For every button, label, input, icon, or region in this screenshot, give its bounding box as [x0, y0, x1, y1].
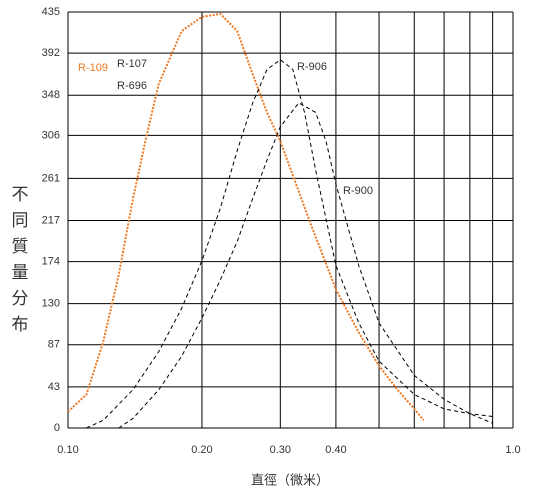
- y-tick-label: 348: [42, 89, 60, 101]
- y-tick-label: 306: [42, 129, 60, 141]
- line: [118, 102, 493, 429]
- series-label: R-906: [297, 61, 327, 73]
- x-tick-label: 0.10: [57, 444, 78, 456]
- annotation: R-696: [117, 80, 147, 92]
- y-axis-title: 不同質量分布: [9, 185, 29, 341]
- y-tick-label: 435: [42, 6, 60, 18]
- x-tick-label: 0.40: [325, 444, 346, 456]
- x-axis-title: 直徑（微米）: [251, 472, 329, 487]
- y-tick-label: 0: [54, 422, 60, 434]
- y-tick-label: 392: [42, 47, 60, 59]
- y-tick-label: 130: [42, 298, 60, 310]
- line: [67, 12, 425, 421]
- series-label: R-900: [343, 185, 373, 197]
- y-tick-label: 87: [48, 339, 60, 351]
- series-label: R-109: [78, 62, 108, 74]
- x-tick-label: 0.30: [270, 444, 291, 456]
- y-tick-label: 217: [42, 214, 60, 226]
- x-tick-label: 1.0: [505, 444, 520, 456]
- y-tick-label: 43: [48, 381, 60, 393]
- x-tick-label: 0.20: [191, 444, 212, 456]
- line: [86, 59, 493, 429]
- annotation: R-107: [117, 58, 147, 70]
- y-tick-label: 261: [42, 172, 60, 184]
- y-tick-label: 174: [42, 256, 60, 268]
